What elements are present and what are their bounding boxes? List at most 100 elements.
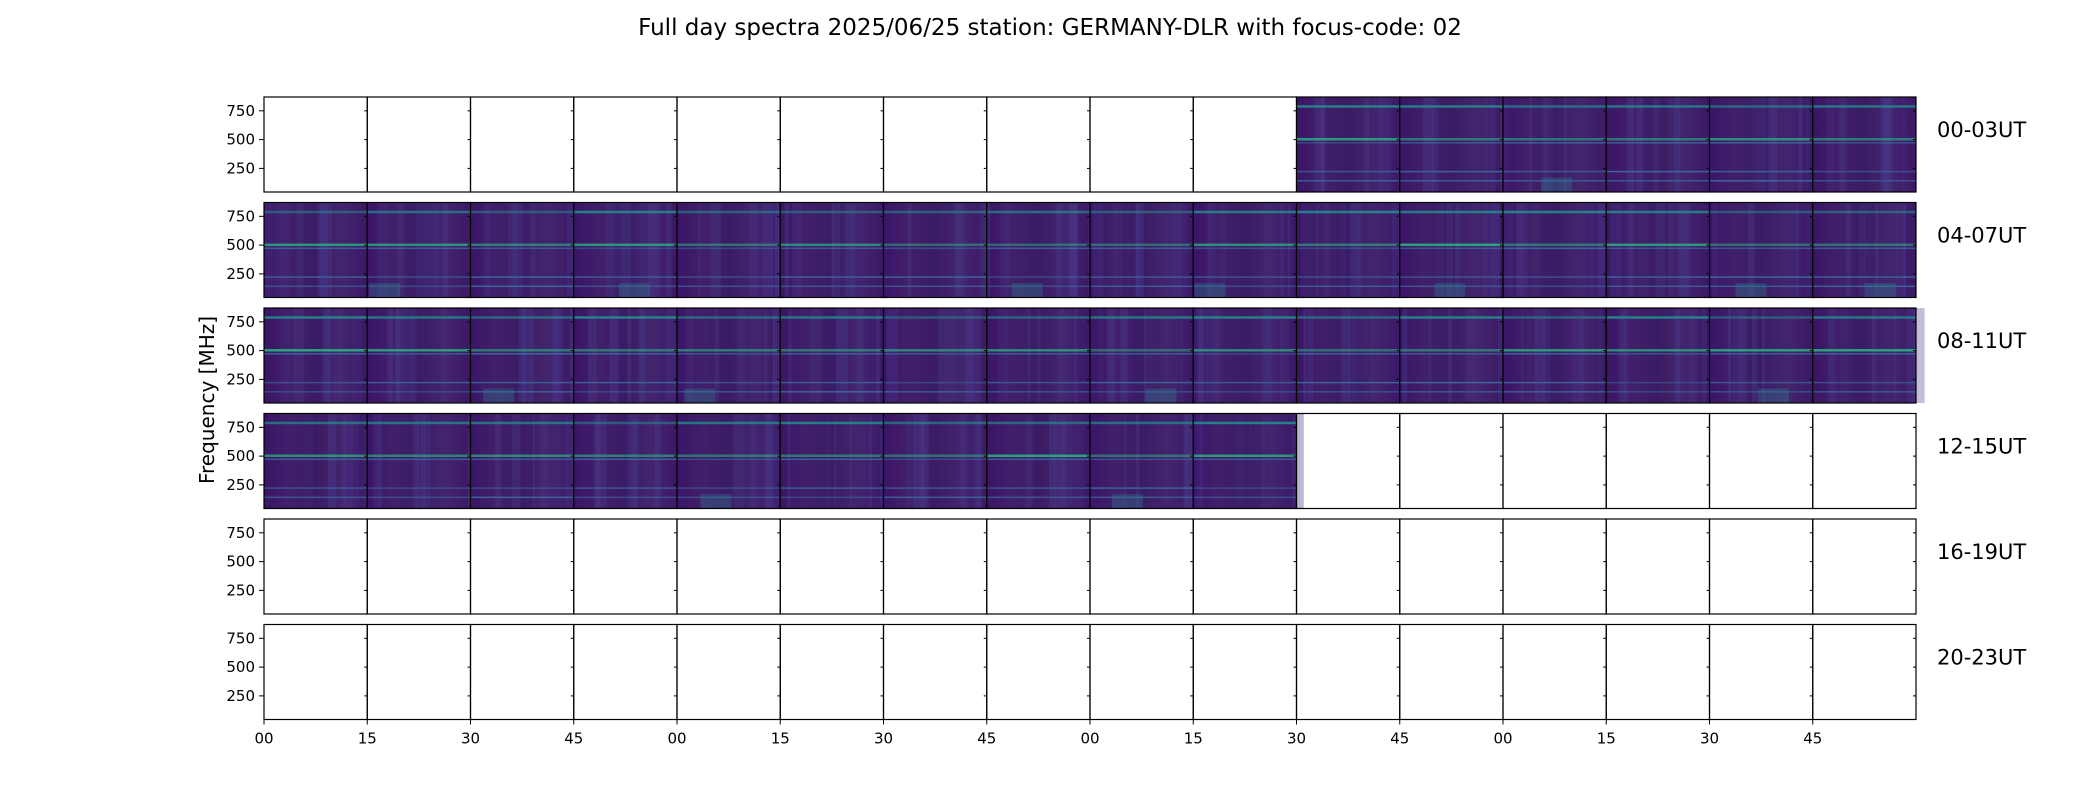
spectrum-streak	[1446, 202, 1454, 298]
emission-band	[1090, 243, 1194, 247]
spectrum-fill	[264, 413, 368, 509]
y-tick-label: 750	[226, 102, 255, 120]
panel-frame	[779, 623, 885, 721]
panel-frame	[263, 623, 368, 721]
spectrum-streak	[352, 308, 362, 403]
y-tick-label: 750	[226, 629, 255, 647]
spectrum-streak	[1490, 202, 1501, 298]
emission-band	[1503, 170, 1607, 173]
spectrum-fill	[470, 202, 574, 298]
emission-band	[1193, 210, 1297, 214]
spectrum-streak	[1135, 202, 1144, 298]
emission-band	[1296, 180, 1400, 182]
emission-band	[573, 316, 677, 319]
spectrum-streak	[1135, 413, 1140, 509]
spectrum-streak	[416, 413, 426, 509]
spectrum-panel	[469, 201, 579, 299]
spectrum-fill	[883, 413, 987, 509]
emission-band	[986, 454, 1090, 458]
spectrum-streak	[1301, 202, 1313, 298]
x-tick-label: 30	[1700, 730, 1719, 748]
emission-band	[573, 458, 677, 461]
spectrum-streak	[818, 308, 824, 403]
emission-band	[573, 391, 677, 393]
emission-band	[883, 391, 987, 393]
spectrum-panel	[1089, 96, 1194, 193]
y-tick-label: 500	[226, 342, 255, 360]
emission-band	[1296, 247, 1400, 250]
spectrum-streak	[569, 308, 573, 403]
spectrum-fill	[986, 413, 1090, 509]
panel-frame	[986, 518, 1091, 615]
emission-band	[264, 210, 368, 214]
emission-band	[1709, 105, 1813, 108]
emission-band	[470, 285, 574, 288]
spectrum-streak	[377, 202, 388, 298]
spectrum-streak	[771, 413, 778, 509]
emission-band	[1503, 243, 1607, 247]
spectrum-streak	[1623, 308, 1626, 403]
emission-band	[986, 487, 1090, 489]
spectrum-fill	[1296, 308, 1400, 403]
spectrum-streak	[594, 413, 601, 509]
panel-frame	[1089, 96, 1194, 193]
emission-band	[1090, 247, 1194, 250]
emission-band	[1399, 381, 1503, 384]
emission-band	[573, 243, 677, 247]
spectrum-streak	[825, 413, 832, 509]
emission-band	[367, 210, 471, 214]
spectrum-panel	[573, 412, 678, 510]
spectrum-panel	[1192, 307, 1298, 404]
emission-band	[986, 349, 1090, 352]
spectrum-streak	[1292, 413, 1304, 509]
spectrum-streak	[1200, 413, 1203, 509]
noise-patch	[1735, 283, 1767, 297]
spectrum-panel	[1502, 307, 1607, 404]
emission-band	[1296, 170, 1400, 173]
spectrum-streak	[1211, 308, 1220, 403]
emission-band	[677, 316, 781, 319]
panel-frame	[1399, 412, 1504, 510]
y-tick-label: 250	[226, 581, 255, 599]
spectrum-streak	[495, 413, 501, 509]
emission-band	[1812, 353, 1916, 355]
spectrum-streak	[1534, 308, 1546, 403]
spectrum-streak	[441, 308, 448, 403]
spectrum-streak	[627, 413, 638, 509]
spectrum-streak	[1465, 308, 1477, 403]
emission-band	[883, 454, 987, 458]
spectrum-streak	[1378, 97, 1383, 192]
emission-band	[1193, 247, 1297, 250]
spectrum-streak	[1768, 97, 1778, 192]
spectrum-streak	[1316, 202, 1319, 298]
y-tick-label: 750	[226, 418, 255, 436]
emission-band	[883, 210, 987, 214]
emission-band	[1090, 458, 1194, 461]
spectrum-panel	[1812, 518, 1917, 615]
spectrum-streak	[886, 308, 898, 403]
spectrum-streak	[844, 202, 856, 298]
emission-band	[986, 381, 1090, 384]
panel-frame	[366, 96, 472, 193]
emission-band	[986, 496, 1090, 499]
noise-patch	[369, 283, 401, 297]
emission-band	[1090, 285, 1194, 288]
emission-band	[1606, 316, 1710, 319]
y-tick-label: 250	[226, 687, 255, 705]
spectrum-streak	[856, 308, 865, 403]
spectrum-streak	[1000, 202, 1011, 298]
spectrum-streak	[1840, 308, 1849, 403]
spectrum-streak	[1280, 202, 1284, 298]
emission-band	[1090, 316, 1194, 319]
emission-band	[573, 353, 677, 355]
spectrum-streak	[1733, 308, 1744, 403]
emission-band	[1399, 180, 1503, 182]
spectrum-streak	[1320, 97, 1325, 192]
spectrum-streak	[609, 308, 619, 403]
emission-band	[470, 487, 574, 489]
spectrum-streak	[1901, 97, 1907, 192]
spectrum-streak	[1903, 202, 1907, 298]
spectrum-panel	[986, 518, 1091, 615]
spectrum-fill	[367, 308, 471, 403]
emission-band	[367, 487, 471, 489]
